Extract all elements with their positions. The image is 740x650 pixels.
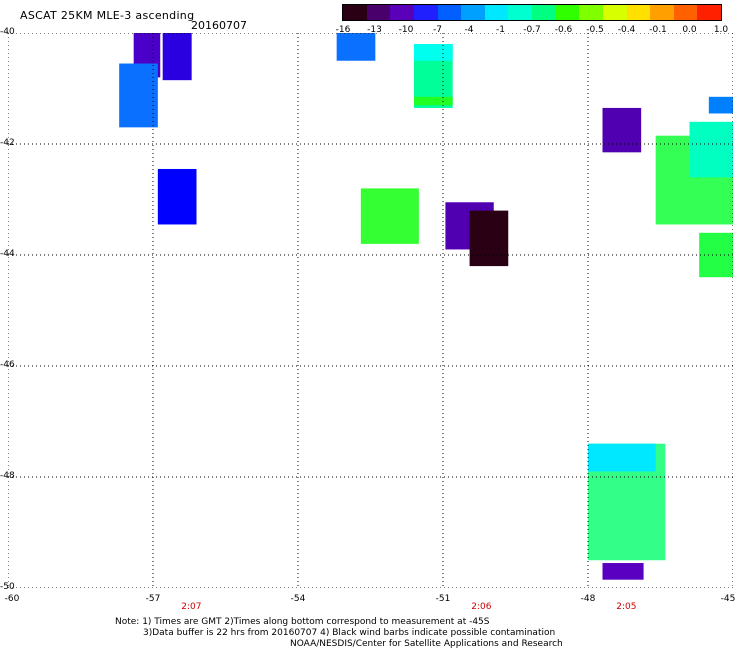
wind-cell [336, 33, 376, 61]
colorbar-swatch [366, 5, 391, 20]
pass-time-label: 2:05 [616, 602, 637, 612]
map-title: ASCAT 25KM MLE-3 ascending [20, 9, 195, 22]
colorbar-label: -0.4 [617, 25, 636, 35]
colorbar-label: -1 [496, 25, 505, 35]
wind-cell [360, 188, 419, 244]
colorbar-swatch [437, 5, 462, 20]
pass-time-label: 2:07 [181, 602, 202, 612]
y-tick-label: -42 [0, 138, 15, 148]
wind-cell [708, 96, 733, 114]
colorbar-swatch [508, 5, 532, 20]
wind-cell [162, 33, 192, 81]
x-tick-label: -48 [580, 594, 596, 604]
colorbar-swatch [650, 5, 674, 20]
colorbar-label: 1.0 [713, 25, 729, 35]
y-tick-label: -50 [0, 582, 15, 592]
wind-cell [414, 96, 453, 106]
y-tick-label: -46 [0, 360, 15, 370]
colorbar-swatch [461, 5, 485, 20]
colorbar-swatch [390, 5, 414, 20]
colorbar-swatch [626, 5, 651, 20]
colorbar-label: -10 [398, 25, 414, 35]
colorbar-swatch [602, 5, 627, 20]
x-tick-label: -51 [435, 594, 451, 604]
colorbar-label: 0.0 [682, 25, 697, 35]
colorbar-swatch [555, 5, 580, 20]
x-tick-label: -57 [145, 594, 161, 604]
wind-cell [414, 44, 453, 61]
colorbar-swatch [579, 5, 603, 20]
note-line-1: Note: 1) Times are GMT 2)Times along bot… [115, 617, 490, 627]
y-tick-label: -44 [0, 249, 15, 259]
map-date: 20160707 [191, 19, 247, 32]
map-plot [8, 33, 733, 588]
colorbar-swatch [697, 5, 721, 20]
colorbar-swatch [532, 5, 556, 20]
colorbar-label: -13 [367, 25, 382, 35]
colorbar-label: -0.6 [554, 25, 573, 35]
colorbar-label: -16 [335, 25, 351, 35]
colorbar-legend [342, 4, 722, 21]
note-line-3: NOAA/NESDIS/Center for Satellite Applica… [290, 639, 563, 649]
colorbar-label: -0.5 [586, 25, 604, 35]
colorbar-label: -7 [433, 25, 442, 35]
y-tick-label: -40 [0, 27, 15, 37]
wind-cell [602, 563, 644, 580]
colorbar-label: -4 [464, 25, 474, 35]
wind-cell [588, 443, 656, 472]
colorbar-swatch [484, 5, 509, 20]
colorbar-swatch [343, 5, 367, 20]
wind-cell [469, 210, 509, 267]
note-line-2: 3)Data buffer is 22 hrs from 20160707 4)… [143, 628, 556, 638]
colorbar-swatch [413, 5, 438, 20]
colorbar-labels: -16 -13 -10 -7 -4 -1 -0.7 -0.6 -0.5 -0.4 -0.1 0.0 1.… [0, 25, 740, 37]
wind-cell [157, 168, 197, 225]
colorbar-label: -0.1 [649, 25, 667, 35]
x-tick-label: -45 [720, 594, 736, 604]
wind-cell [602, 107, 642, 153]
x-tick-label: -60 [4, 594, 20, 604]
colorbar-swatch [673, 5, 698, 20]
colorbar-label: -0.7 [523, 25, 541, 35]
y-tick-label: -48 [0, 471, 15, 481]
wind-cell [119, 63, 158, 128]
pass-time-label: 2:06 [471, 602, 492, 612]
x-tick-label: -54 [290, 594, 306, 604]
wind-cell [689, 121, 733, 178]
